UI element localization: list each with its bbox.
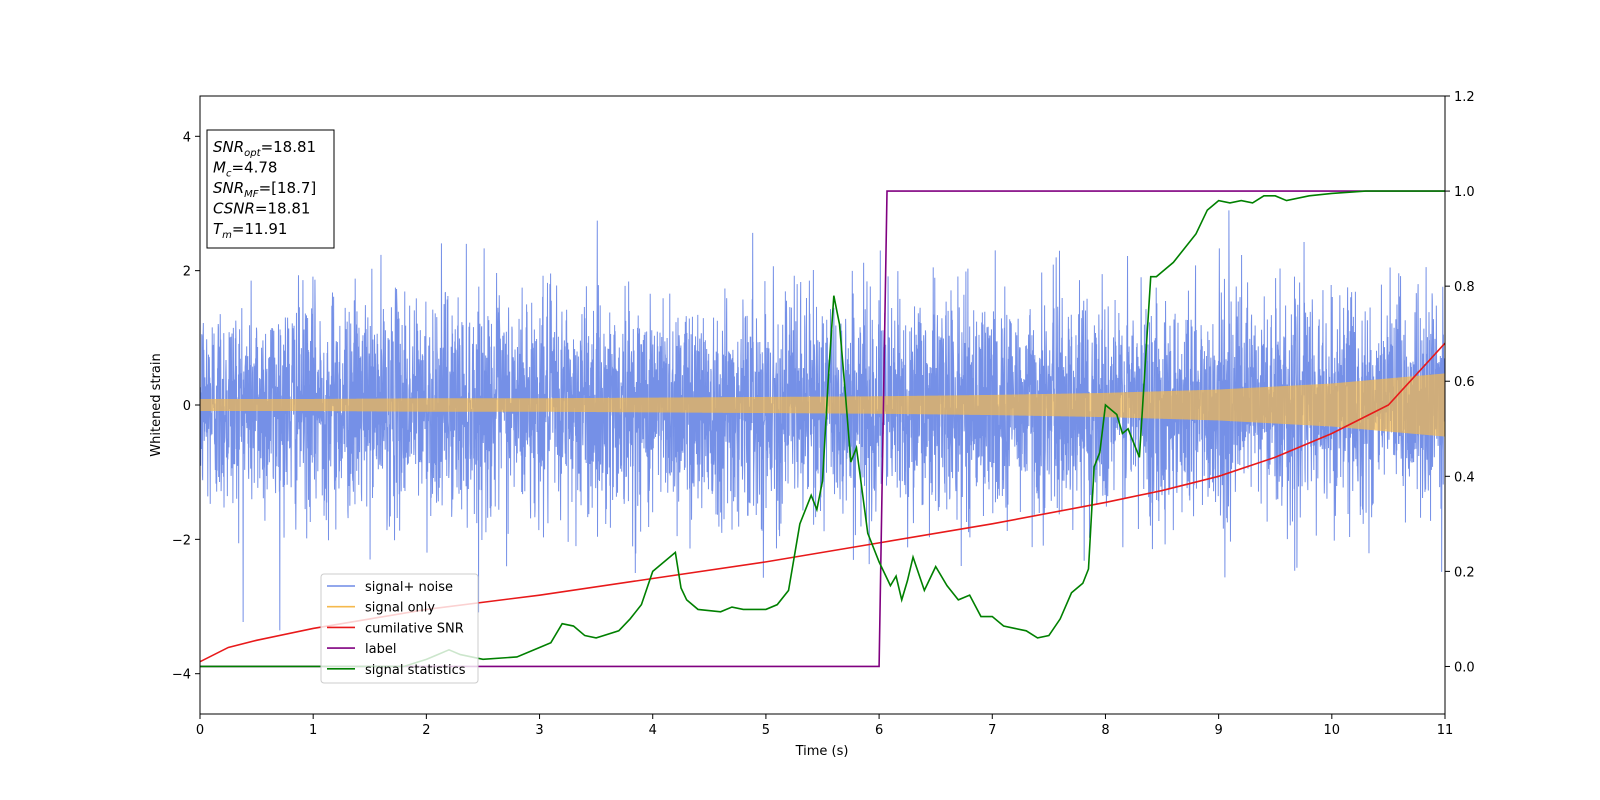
annotation-value: =[18.7]: [259, 179, 317, 197]
annotation-symbol: CSNR: [213, 200, 255, 218]
x-tick-label: 2: [422, 723, 430, 738]
annotation-box: SNRopt=18.81Mc=4.78SNRMF=[18.7]CSNR=18.8…: [206, 129, 335, 249]
y2-tick-label: 0.4: [1454, 470, 1475, 485]
y-tick-label: −4: [172, 668, 191, 683]
y-tick-label: 4: [183, 130, 191, 145]
series-cumilative-snr: [200, 342, 1445, 663]
legend-label: signal only: [365, 601, 435, 616]
annotation-subscript: c: [226, 169, 232, 180]
annotation-subscript: MF: [244, 189, 259, 200]
x-tick-label: 10: [1324, 723, 1341, 738]
legend: signal+ noise signal only cumilative SNR la…: [320, 573, 479, 684]
y-tick-label: 0: [183, 399, 191, 414]
y2-tick-label: 1.0: [1454, 185, 1475, 200]
legend-label: cumilative SNR: [365, 621, 464, 636]
x-tick-label: 5: [762, 723, 770, 738]
annotation-value: =4.78: [231, 159, 277, 177]
y-axis-label: Whitened strain: [149, 353, 164, 456]
annotation-value: =11.91: [232, 220, 288, 238]
annotation-line: Mc=4.78: [213, 159, 277, 180]
legend-label: signal statistics: [365, 663, 466, 678]
annotation-symbol: M: [213, 159, 226, 177]
y2-tick-label: 0.0: [1454, 660, 1475, 675]
legend-label: label: [365, 642, 396, 657]
x-tick-label: 9: [1214, 723, 1222, 738]
annotation-line: SNRMF=[18.7]: [213, 179, 316, 200]
y-tick-label: 2: [183, 265, 191, 280]
annotation-subscript: opt: [244, 148, 261, 159]
series-signal-statistics: [200, 190, 1445, 668]
y-tick-label: −2: [172, 533, 191, 548]
annotation-subscript: m: [222, 230, 232, 241]
x-tick-label: 0: [196, 723, 204, 738]
annotation-symbol: T: [213, 220, 224, 238]
series-signal-noise: [200, 210, 1445, 631]
annotation-frame: [206, 129, 335, 249]
y2-tick-label: 0.2: [1454, 565, 1475, 580]
annotation-symbol: SNR: [213, 138, 244, 156]
annotation-line: CSNR=18.81: [213, 200, 310, 218]
annotation-line: Tm=11.91: [213, 220, 287, 241]
legend-label: signal+ noise: [365, 580, 453, 595]
series-label: [200, 190, 1445, 668]
x-tick-label: 3: [535, 723, 543, 738]
y2-tick-label: 1.2: [1454, 90, 1475, 105]
x-tick-label: 7: [988, 723, 996, 738]
annotation-symbol: SNR: [213, 179, 244, 197]
x-tick-label: 11: [1437, 723, 1454, 738]
x-axis-label: Time (s): [795, 744, 849, 759]
annotation-value: =18.81: [261, 138, 317, 156]
y2-tick-label: 0.6: [1454, 375, 1475, 390]
axis-layer: 0 1 2 3 4 5 6 7 8 9 10 11 −4 −2 0 2 4 0.0 0.2 0.4 0.6 0.8 1.0 1…: [172, 90, 1475, 738]
x-tick-label: 4: [649, 723, 657, 738]
legend-frame: [320, 573, 479, 684]
series-layer: [200, 190, 1445, 668]
x-tick-label: 1: [309, 723, 317, 738]
x-tick-label: 8: [1101, 723, 1109, 738]
annotation-line: SNRopt=18.81: [213, 138, 316, 159]
x-tick-label: 6: [875, 723, 883, 738]
annotation-value: =18.81: [255, 200, 311, 218]
y2-tick-label: 0.8: [1454, 280, 1475, 295]
series-signal-only: [200, 373, 1445, 437]
